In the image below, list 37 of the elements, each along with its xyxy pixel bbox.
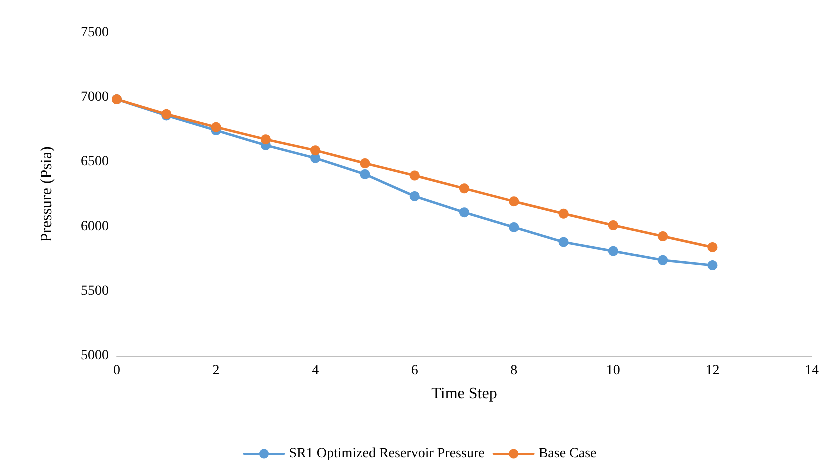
y-tick-label: 5500 (81, 284, 109, 299)
point (410, 191, 420, 202)
point (708, 242, 718, 252)
point (608, 246, 618, 256)
point (558, 208, 569, 219)
y-tick-label: 6500 (81, 154, 109, 170)
point (410, 170, 420, 181)
legend-label: Base Case (538, 446, 597, 462)
x-tick-label: 4 (312, 364, 320, 378)
point (658, 231, 668, 242)
y-axis-title: Pressure (Psia) (38, 146, 56, 242)
x-tick-label: 14 (805, 364, 819, 378)
point (211, 122, 222, 132)
point (658, 255, 668, 266)
x-axis-title: Time Step (432, 386, 498, 402)
point (460, 208, 470, 218)
point (608, 220, 618, 231)
x-tick-label: 8 (510, 364, 518, 378)
x-tick-label: 2 (212, 364, 220, 378)
point (708, 260, 718, 271)
point (310, 146, 321, 156)
legend-label: SR1 Optimized Reservoir Pressure (289, 446, 485, 462)
y-tick-label: 7500 (81, 26, 109, 40)
y-tick-label: 6000 (81, 219, 109, 234)
point (509, 196, 520, 207)
point (360, 158, 370, 168)
point (360, 169, 370, 180)
point (558, 237, 569, 248)
point (260, 134, 271, 145)
x-tick-label: 0 (114, 364, 120, 378)
point (509, 222, 520, 232)
x-tick-label: 6 (411, 364, 418, 378)
point (460, 184, 470, 194)
y-tick-label: 5000 (81, 348, 109, 364)
y-tick-label: 7000 (81, 90, 109, 106)
x-tick-label: 10 (606, 364, 620, 378)
x-tick-label: 12 (706, 364, 720, 378)
